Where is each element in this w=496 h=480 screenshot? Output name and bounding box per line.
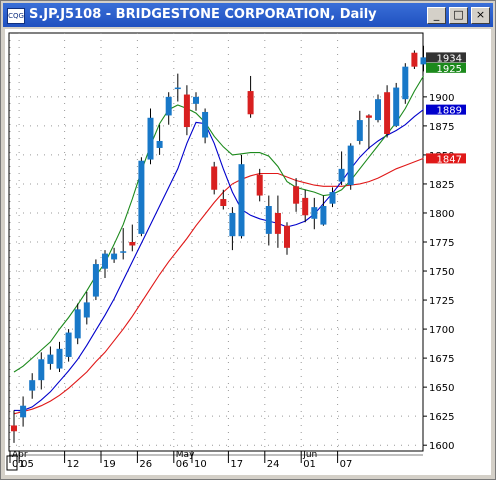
candle-up[interactable] bbox=[74, 309, 81, 339]
minimize-button[interactable]: _ bbox=[427, 7, 446, 24]
candle-up[interactable] bbox=[29, 380, 36, 391]
x-tick-label: 24 bbox=[267, 459, 280, 470]
candle-up[interactable] bbox=[102, 253, 108, 269]
candle-up[interactable] bbox=[56, 348, 63, 369]
candle-down[interactable] bbox=[284, 225, 290, 248]
candle-up[interactable] bbox=[47, 354, 54, 364]
candle-down[interactable] bbox=[11, 425, 17, 432]
candle-up[interactable] bbox=[329, 192, 336, 204]
candle-down[interactable] bbox=[365, 115, 372, 118]
y-tick-label: 1775 bbox=[429, 238, 454, 249]
y-tick-label: 1800 bbox=[429, 209, 454, 220]
candle-down[interactable] bbox=[384, 92, 391, 135]
y-tick-label: 1725 bbox=[429, 296, 454, 307]
price-tag bbox=[426, 104, 466, 115]
maximize-button[interactable]: □ bbox=[449, 7, 468, 24]
candle-down[interactable] bbox=[220, 199, 227, 207]
candle-down[interactable] bbox=[211, 166, 218, 190]
candle-up[interactable] bbox=[174, 87, 181, 90]
price-tag-label: 1934 bbox=[437, 53, 462, 64]
x-tick-label: 17 bbox=[230, 459, 243, 470]
candle-up[interactable] bbox=[265, 206, 272, 234]
candle-up[interactable] bbox=[138, 160, 145, 234]
moving-average-short bbox=[13, 75, 424, 373]
y-tick-label: 1900 bbox=[429, 93, 454, 104]
candle-up[interactable] bbox=[147, 117, 154, 160]
y-tick-label: 1875 bbox=[429, 122, 454, 133]
candle-up[interactable] bbox=[338, 168, 345, 182]
x-tick-label: 26 bbox=[139, 459, 152, 470]
candle-up[interactable] bbox=[229, 212, 236, 237]
candle-up[interactable] bbox=[165, 96, 172, 116]
candle-down[interactable] bbox=[274, 212, 281, 234]
candle-up[interactable] bbox=[156, 140, 163, 148]
candle-down[interactable] bbox=[247, 91, 254, 115]
chart-area[interactable]: 1600 1625 1650 1675 1700 1725 1750 1775 1800 1825… bbox=[5, 29, 491, 475]
y-tick-label: 1675 bbox=[429, 354, 454, 365]
y-tick-label: 1600 bbox=[429, 441, 454, 452]
y-tick-label: 1700 bbox=[429, 325, 454, 336]
x-tick-label: 01 bbox=[12, 459, 25, 470]
chart-app-icon[interactable]: CQG bbox=[7, 8, 25, 24]
candle-up[interactable] bbox=[347, 145, 354, 186]
moving-average-long bbox=[13, 157, 424, 415]
window-title: S.JP.J5108 - BRIDGESTONE CORPORATION, Da… bbox=[29, 7, 377, 22]
candle-down[interactable] bbox=[183, 94, 190, 128]
candle-up[interactable] bbox=[111, 253, 118, 260]
cursor-marker[interactable] bbox=[6, 455, 18, 471]
price-tag-label: 1889 bbox=[437, 106, 462, 117]
candle-up[interactable] bbox=[402, 66, 409, 100]
x-tick-label: 07 bbox=[340, 459, 353, 470]
price-tag bbox=[426, 153, 466, 164]
price-tag bbox=[426, 62, 466, 73]
x-tick-label: 19 bbox=[103, 459, 116, 470]
y-tick-label: 1825 bbox=[429, 180, 454, 191]
candle-up[interactable] bbox=[238, 164, 245, 237]
candle-up[interactable] bbox=[92, 264, 99, 297]
y-tick-label: 1750 bbox=[429, 267, 454, 278]
price-tag-label: 1925 bbox=[437, 64, 462, 75]
candle-up[interactable] bbox=[320, 206, 327, 225]
title-bar[interactable]: CQG S.JP.J5108 - BRIDGESTONE CORPORATION… bbox=[3, 3, 493, 27]
candle-up[interactable] bbox=[202, 111, 209, 138]
candle-down[interactable] bbox=[293, 186, 300, 204]
y-tick-label: 1625 bbox=[429, 412, 454, 423]
candle-up[interactable] bbox=[120, 251, 127, 253]
x-tick-label: 12 bbox=[67, 459, 80, 470]
x-tick-label: 01 bbox=[303, 459, 316, 470]
candle-up[interactable] bbox=[65, 332, 72, 357]
candle-up[interactable] bbox=[83, 302, 90, 318]
candle-up[interactable] bbox=[38, 359, 45, 381]
candle-up[interactable] bbox=[420, 57, 427, 65]
candle-down[interactable] bbox=[411, 52, 418, 67]
candle-up[interactable] bbox=[356, 120, 363, 141]
x-tick-label: 06 bbox=[176, 459, 189, 470]
candle-up[interactable] bbox=[375, 99, 381, 121]
candle-down[interactable] bbox=[256, 174, 263, 196]
candle-up[interactable] bbox=[20, 405, 27, 418]
y-tick-label: 1650 bbox=[429, 383, 454, 394]
plot-frame bbox=[8, 32, 424, 452]
candle-up[interactable] bbox=[311, 207, 318, 219]
price-tag-label: 1847 bbox=[437, 154, 462, 165]
x-tick-label: 05 bbox=[21, 459, 34, 470]
moving-average-mid bbox=[14, 109, 424, 411]
x-tick-label: 10 bbox=[194, 459, 207, 470]
candle-down[interactable] bbox=[302, 197, 309, 216]
candle-up[interactable] bbox=[393, 87, 400, 126]
candle-up[interactable] bbox=[193, 96, 199, 104]
close-button[interactable]: × bbox=[471, 7, 490, 24]
price-tag bbox=[426, 52, 466, 63]
price-chart[interactable]: 1600 1625 1650 1675 1700 1725 1750 1775 1800 1825… bbox=[5, 29, 491, 475]
candle-down[interactable] bbox=[129, 242, 136, 246]
